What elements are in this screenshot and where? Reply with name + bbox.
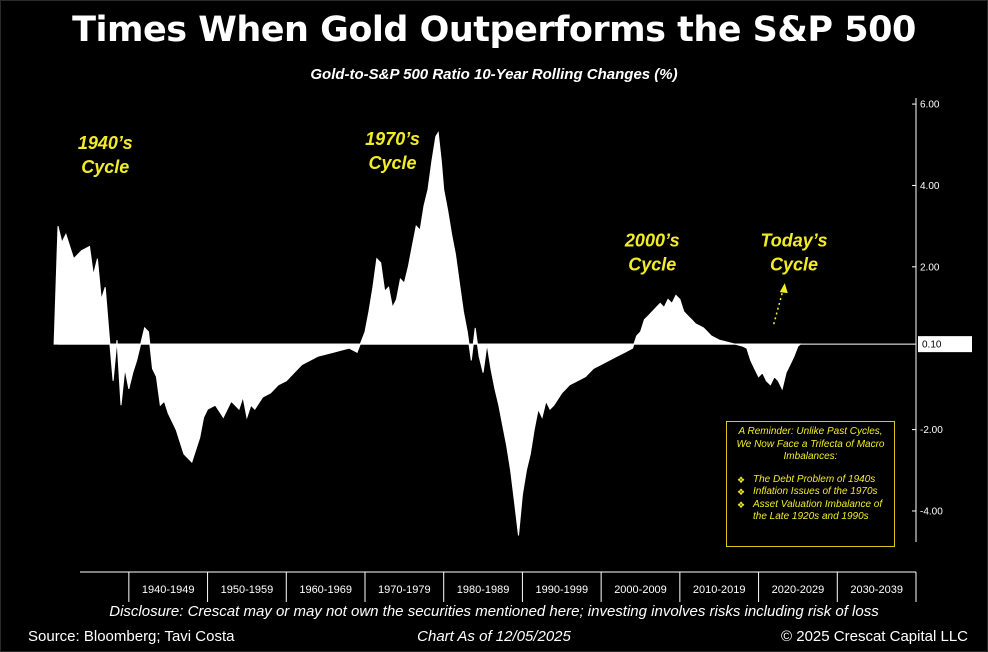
y-tick-label-1: 4.00 — [920, 181, 940, 192]
today-arrow-line — [773, 286, 785, 325]
reminder-list: The Debt Problem of 1940s Inflation Issu… — [731, 474, 890, 524]
reminder-item-inflation: Inflation Issues of the 1970s — [731, 486, 890, 499]
cycle-label-1: 1970’s Cycle — [365, 129, 420, 173]
copyright-text: © 2025 Crescat Capital LLC — [781, 628, 968, 645]
cycle-label-line: Cycle — [770, 254, 818, 274]
y-tick-label-4: -4.00 — [920, 506, 943, 517]
x-tick-label-3: 1970-1979 — [378, 584, 431, 596]
source-text: Source: Bloomberg; Tavi Costa — [28, 628, 235, 645]
x-tick-label-7: 2010-2019 — [693, 584, 746, 596]
cycle-label-line: Cycle — [628, 254, 676, 274]
x-tick-label-2: 1960-1969 — [299, 584, 352, 596]
disclosure-text: Disclosure: Crescat may or may not own t… — [109, 603, 879, 620]
reminder-item-debt: The Debt Problem of 1940s — [731, 474, 890, 487]
chart-subtitle: Gold-to-S&P 500 Ratio 10-Year Rolling Ch… — [310, 66, 678, 83]
cycle-label-line: Cycle — [81, 157, 129, 177]
y-tick-label-3: -2.00 — [920, 425, 943, 436]
current-value-tag — [918, 336, 972, 353]
chart-title: Times When Gold Outperforms the S&P 500 — [72, 10, 916, 50]
x-tick-label-9: 2030-2039 — [850, 584, 903, 596]
x-tick-label-8: 2020-2029 — [772, 584, 825, 596]
y-tick-label-0: 6.00 — [920, 100, 940, 111]
reminder-note-box: A Reminder: Unlike Past Cycles, We Now F… — [726, 421, 895, 547]
as-of-date: Chart As of 12/05/2025 — [417, 628, 571, 645]
current-value-label: 0.10 — [922, 340, 942, 351]
x-tick-label-5: 1990-1999 — [535, 584, 588, 596]
cycle-label-line: 2000’s — [624, 230, 680, 250]
cycle-label-line: Today’s — [760, 230, 827, 250]
x-tick-label-6: 2000-2009 — [614, 584, 667, 596]
x-tick-label-4: 1980-1989 — [457, 584, 510, 596]
cycle-label-line: Cycle — [369, 153, 417, 173]
cycle-label-0: 1940’s Cycle — [78, 133, 133, 177]
today-arrow-head — [779, 283, 788, 294]
reminder-item-valuation: Asset Valuation Imbalance of the Late 19… — [731, 499, 890, 524]
cycle-label-line: 1940’s — [78, 133, 133, 153]
cycle-label-line: 1970’s — [365, 129, 420, 149]
cycle-label-2: 2000’s Cycle — [624, 230, 680, 274]
y-tick-label-2: 2.00 — [920, 262, 940, 273]
x-tick-label-0: 1940-1949 — [142, 584, 195, 596]
x-tick-label-1: 1950-1959 — [221, 584, 274, 596]
ratio-area — [53, 131, 802, 536]
reminder-heading: A Reminder: Unlike Past Cycles, We Now F… — [736, 426, 885, 462]
cycle-label-3: Today’s Cycle — [760, 230, 827, 274]
